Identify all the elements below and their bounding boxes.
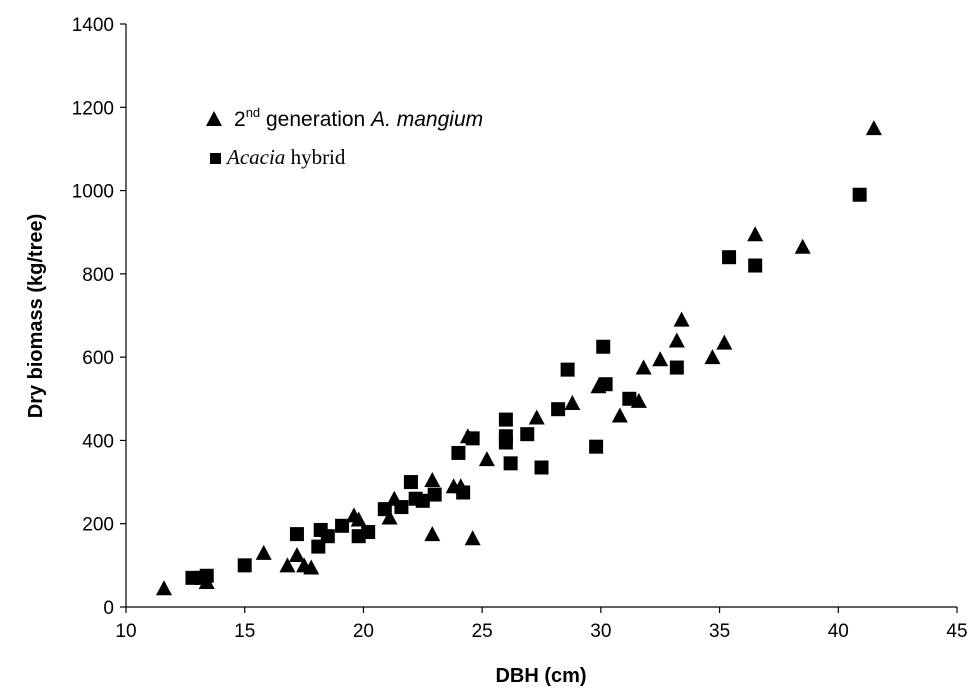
triangle-point [464, 530, 481, 546]
x-axis-label: DBH (cm) [495, 665, 586, 687]
square-point [622, 391, 637, 406]
legend-series2-label: Acacia hybrid [225, 145, 346, 169]
triangle-point [424, 526, 441, 542]
triangle-point [865, 120, 882, 136]
triangle-point [350, 511, 367, 527]
y-tick-label: 400 [82, 431, 114, 452]
triangle-point [794, 238, 811, 254]
x-ticks: 10 15 20 25 30 35 40 45 [115, 607, 968, 642]
triangle-point [478, 451, 495, 467]
y-tick-label: 200 [82, 515, 114, 536]
square-point [520, 427, 535, 442]
square-point [852, 187, 867, 202]
y-tick-label: 1200 [72, 98, 114, 119]
y-tick-label: 0 [103, 598, 114, 619]
triangle-point [747, 226, 764, 242]
square-point [451, 445, 466, 460]
x-tick-label: 10 [115, 621, 136, 642]
y-tick-label: 800 [82, 265, 114, 286]
x-tick-label: 40 [828, 621, 849, 642]
square-point [361, 525, 376, 540]
legend-series1-label: 2nd generation A. mangium [234, 105, 483, 131]
square-point [589, 439, 604, 454]
square-point [598, 377, 613, 392]
legend-square-marker [210, 153, 221, 164]
legend-series1-sup: nd [246, 105, 260, 120]
square-point [335, 518, 350, 533]
square-point [289, 527, 304, 542]
square-point [498, 435, 513, 450]
y-ticks: 0 200 400 600 800 1000 1200 1400 [72, 15, 126, 619]
square-point [394, 500, 409, 515]
square-point [596, 339, 611, 354]
square-point [503, 456, 518, 471]
square-point [199, 568, 214, 583]
y-tick-label: 1000 [72, 182, 114, 203]
triangle-point [424, 471, 441, 487]
x-tick-label: 15 [234, 621, 255, 642]
y-tick-label: 1400 [72, 15, 114, 36]
triangle-point [668, 332, 685, 348]
x-tick-label: 45 [946, 621, 967, 642]
square-point [669, 360, 684, 375]
triangle-point [635, 359, 652, 375]
square-point [377, 502, 392, 517]
x-tick-label: 30 [590, 621, 611, 642]
legend: 2nd generation A. mangium Acacia hybrid [206, 105, 483, 169]
triangle-point [288, 546, 305, 562]
legend-series2-italic: Acacia [225, 145, 285, 169]
square-point [748, 258, 763, 273]
square-point [320, 529, 335, 544]
triangle-point [255, 544, 272, 560]
square-point [498, 412, 513, 427]
square-point [722, 250, 737, 265]
x-tick-label: 25 [472, 621, 493, 642]
legend-series2-rest: hybrid [285, 145, 346, 169]
x-tick-label: 35 [709, 621, 730, 642]
square-point [534, 460, 549, 475]
square-point [456, 485, 471, 500]
triangle-point [155, 580, 172, 596]
triangle-point [652, 351, 669, 367]
square-point [560, 362, 575, 377]
triangle-point [611, 407, 628, 423]
legend-triangle-marker [206, 111, 222, 126]
triangle-point [528, 409, 545, 425]
square-point [415, 493, 430, 508]
triangle-point [673, 311, 690, 327]
square-point [465, 431, 480, 446]
triangle-point [381, 509, 398, 525]
square-point [551, 402, 566, 417]
triangle-point [303, 559, 320, 575]
triangle-point [279, 557, 296, 573]
triangle-point [704, 349, 721, 365]
data-markers [155, 120, 882, 596]
triangle-point [716, 334, 733, 350]
plot-area: 10 15 20 25 30 35 40 45 0 200 400 600 800 1000 1200 14… [72, 15, 968, 642]
y-tick-label: 600 [82, 348, 114, 369]
square-point [237, 558, 252, 573]
square-point [427, 487, 442, 502]
legend-series1-italic: A. mangium [369, 108, 483, 131]
x-tick-label: 20 [353, 621, 374, 642]
y-axis-label: Dry biomass (kg/tree) [25, 214, 47, 419]
legend-series1-mid: generation [260, 108, 371, 131]
legend-series1-prefix: 2 [234, 108, 246, 131]
triangle-point [564, 394, 581, 410]
square-point [403, 475, 418, 490]
